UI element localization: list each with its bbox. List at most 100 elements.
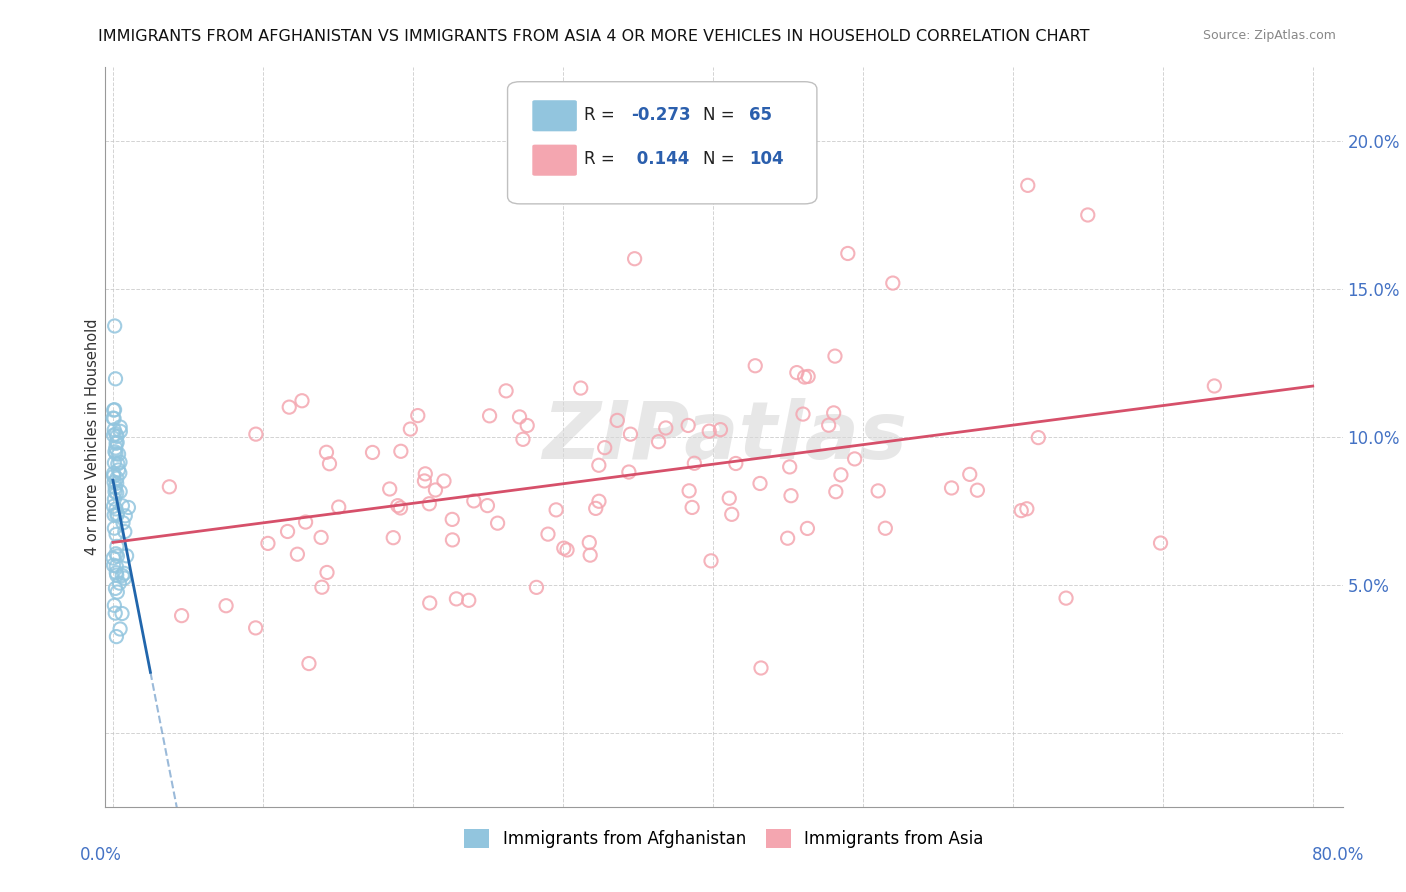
Point bbox=[744, 359, 766, 373]
Point bbox=[111, 499, 134, 513]
Point bbox=[103, 551, 125, 566]
Point bbox=[157, 480, 180, 494]
Point bbox=[105, 630, 128, 644]
Point bbox=[107, 447, 129, 461]
Point bbox=[526, 580, 548, 594]
Point bbox=[108, 455, 131, 469]
Point bbox=[830, 467, 852, 482]
Point bbox=[103, 491, 125, 506]
Point bbox=[328, 500, 350, 514]
Point bbox=[797, 369, 820, 384]
Point bbox=[278, 400, 301, 414]
Point bbox=[103, 469, 125, 483]
Point bbox=[593, 441, 616, 455]
Point bbox=[655, 421, 678, 435]
Point bbox=[780, 489, 803, 503]
Point bbox=[553, 541, 575, 555]
Point bbox=[793, 370, 815, 384]
Point bbox=[105, 507, 128, 521]
Point bbox=[588, 458, 610, 473]
Point bbox=[779, 459, 801, 474]
Point bbox=[1204, 379, 1226, 393]
Point bbox=[555, 543, 578, 558]
Text: 0.0%: 0.0% bbox=[80, 846, 122, 863]
Point bbox=[389, 444, 412, 458]
Point bbox=[103, 521, 125, 535]
Point bbox=[792, 407, 814, 421]
Point bbox=[170, 608, 193, 623]
Point bbox=[606, 413, 628, 427]
Point bbox=[478, 409, 501, 423]
Text: N =: N = bbox=[703, 106, 740, 124]
Point bbox=[824, 349, 846, 363]
Point bbox=[104, 445, 127, 459]
Point bbox=[111, 607, 134, 621]
Point bbox=[103, 411, 125, 425]
Point bbox=[103, 456, 125, 470]
Point bbox=[1054, 591, 1077, 606]
Point bbox=[446, 591, 468, 606]
Point bbox=[959, 467, 981, 482]
Point bbox=[111, 516, 134, 530]
Point bbox=[298, 657, 321, 671]
Point bbox=[823, 406, 845, 420]
Point bbox=[311, 580, 333, 594]
Point bbox=[114, 571, 136, 585]
Point bbox=[837, 246, 859, 260]
FancyBboxPatch shape bbox=[533, 100, 576, 131]
Point bbox=[103, 558, 125, 573]
Text: 65: 65 bbox=[749, 106, 772, 124]
Point bbox=[1017, 178, 1039, 193]
Point bbox=[786, 366, 808, 380]
Point bbox=[103, 475, 125, 490]
Point bbox=[105, 471, 128, 485]
Point bbox=[749, 476, 772, 491]
Point bbox=[457, 593, 479, 607]
Point bbox=[111, 568, 134, 582]
Point bbox=[104, 372, 127, 386]
Point bbox=[114, 508, 136, 523]
Point bbox=[104, 441, 127, 455]
Point bbox=[509, 409, 531, 424]
Point bbox=[105, 527, 128, 541]
Point bbox=[291, 393, 314, 408]
Point bbox=[115, 549, 138, 563]
Point bbox=[579, 548, 602, 562]
Point bbox=[103, 423, 125, 437]
Point bbox=[287, 547, 309, 561]
Point bbox=[516, 418, 538, 433]
Point bbox=[1149, 536, 1171, 550]
Point bbox=[104, 606, 127, 620]
Point bbox=[318, 457, 340, 471]
Point bbox=[387, 499, 409, 513]
Point bbox=[103, 500, 125, 514]
Point bbox=[1077, 208, 1099, 222]
Point bbox=[776, 531, 799, 545]
Point bbox=[257, 536, 280, 550]
Point bbox=[868, 483, 890, 498]
Point bbox=[676, 418, 699, 433]
Point bbox=[215, 599, 238, 613]
Point bbox=[495, 384, 517, 398]
Point bbox=[585, 501, 607, 516]
Point bbox=[107, 457, 129, 471]
Point bbox=[433, 474, 456, 488]
Point bbox=[117, 500, 139, 515]
Point bbox=[105, 559, 128, 574]
Point bbox=[361, 445, 384, 459]
Point bbox=[315, 445, 337, 459]
Point bbox=[1015, 501, 1038, 516]
Point bbox=[720, 508, 742, 522]
Y-axis label: 4 or more Vehicles in Household: 4 or more Vehicles in Household bbox=[84, 318, 100, 556]
Point bbox=[104, 318, 127, 333]
Point bbox=[105, 476, 128, 491]
Point bbox=[537, 527, 560, 541]
Point bbox=[700, 554, 723, 568]
Point bbox=[425, 483, 447, 497]
Point bbox=[103, 467, 125, 481]
Point bbox=[245, 621, 267, 635]
Point bbox=[104, 582, 127, 596]
Point bbox=[966, 483, 988, 498]
Point bbox=[105, 508, 128, 523]
Point bbox=[103, 402, 125, 417]
